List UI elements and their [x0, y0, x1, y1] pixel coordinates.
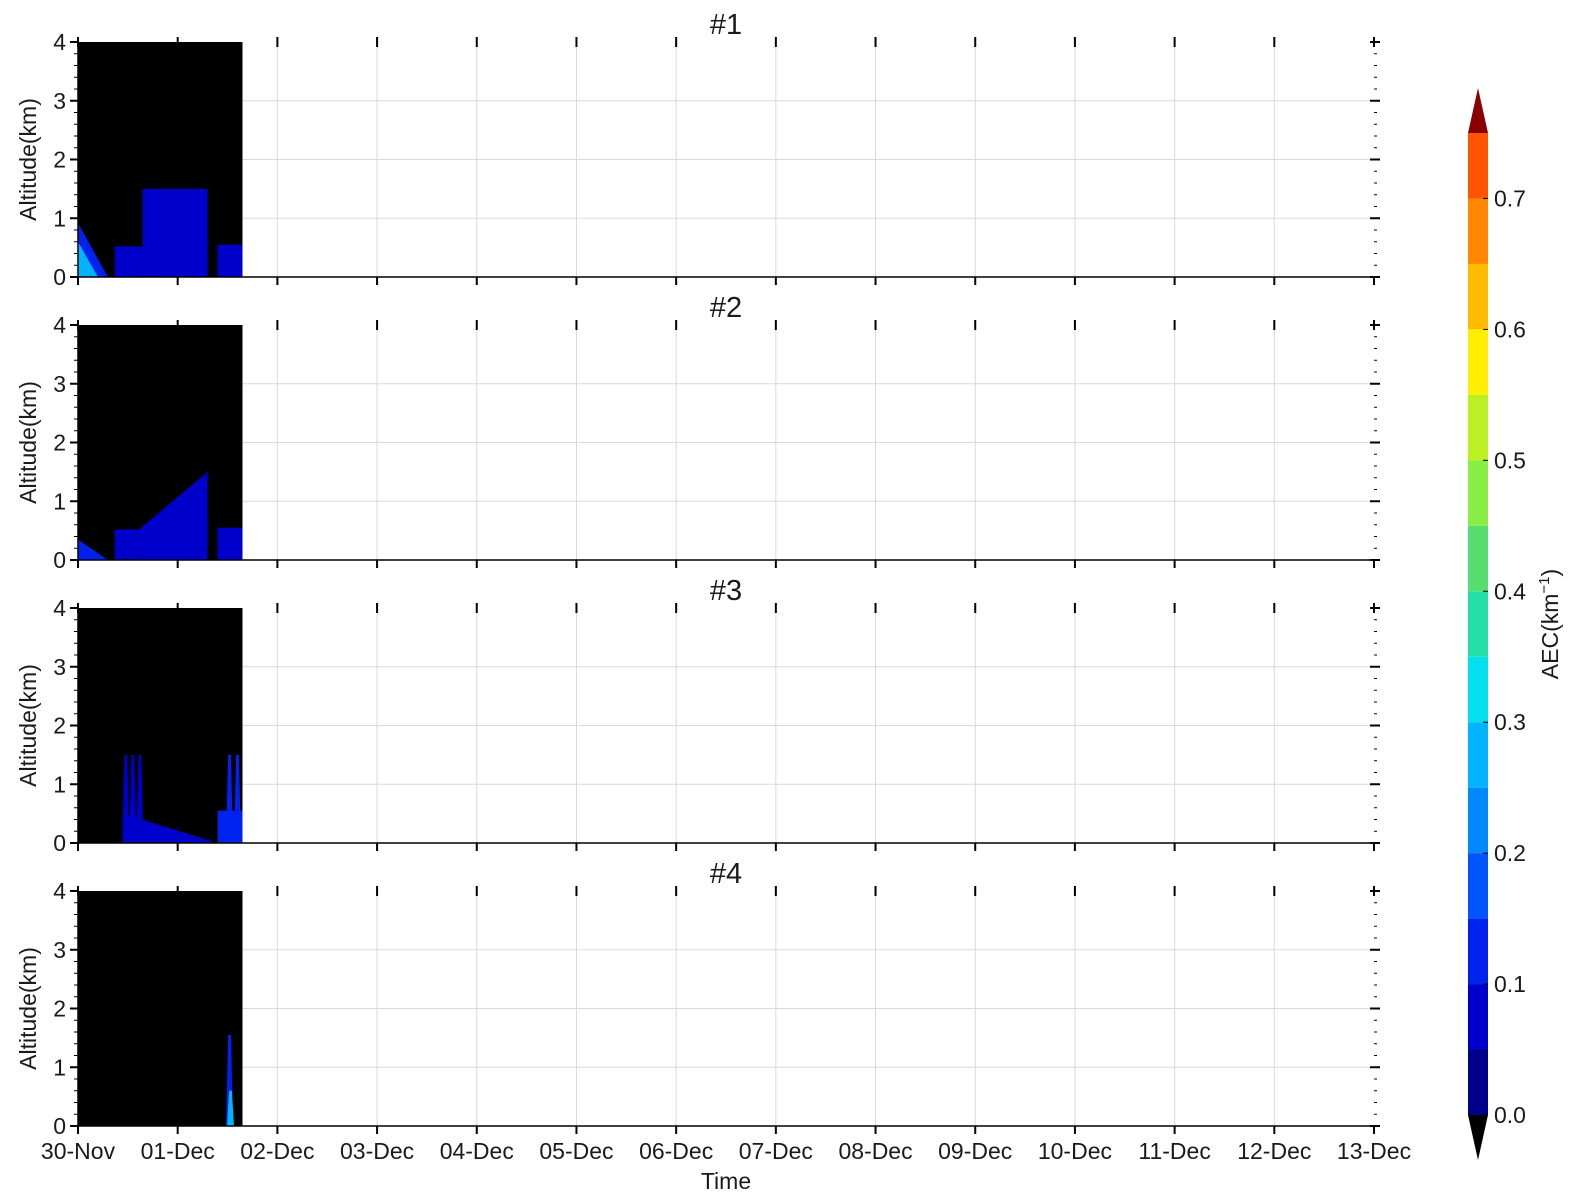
colorbar-level — [1468, 918, 1488, 985]
colorbar-level — [1468, 787, 1488, 854]
x-tick-label: 08-Dec — [838, 1138, 912, 1164]
y-tick-label: 1 — [53, 488, 66, 514]
data-background — [78, 608, 243, 843]
panel-2: 0 1 2 3 4 Altitude(km) #2 — [15, 292, 1380, 573]
y-tick-label: 3 — [53, 654, 66, 680]
aec-feature-wedge — [78, 241, 98, 277]
y-tick-label: 3 — [53, 88, 66, 114]
colorbar-tick-label: 0.2 — [1494, 840, 1526, 866]
y-tick-label: 2 — [53, 430, 66, 456]
y-tick-label: 2 — [53, 713, 66, 739]
data-background — [78, 891, 243, 1126]
colorbar-level — [1468, 525, 1488, 592]
aec-feature-rect — [217, 244, 243, 277]
colorbar-label: AEC(km−1) — [1536, 569, 1563, 679]
colorbar-level — [1468, 722, 1488, 788]
y-tick-label: 0 — [53, 1113, 66, 1139]
x-tick-label: 03-Dec — [340, 1138, 414, 1164]
x-tick-label: 05-Dec — [539, 1138, 613, 1164]
colorbar-level — [1468, 394, 1488, 461]
x-tick-label: 01-Dec — [141, 1138, 215, 1164]
y-tick-label: 4 — [53, 595, 66, 621]
aec-feature-spike — [226, 754, 234, 843]
y-tick-label: 1 — [53, 771, 66, 797]
colorbar-level — [1468, 984, 1488, 1050]
y-axis-label: Altitude(km) — [15, 98, 41, 221]
aec-feature-ramp — [122, 813, 218, 843]
aec-feature-rect — [217, 527, 243, 560]
colorbar-tick-label: 0.7 — [1494, 185, 1526, 211]
colorbar-tick-label: 0.3 — [1494, 709, 1526, 735]
x-tick-label: 02-Dec — [240, 1138, 314, 1164]
colorbar-level — [1468, 656, 1488, 723]
y-axis-label: Altitude(km) — [15, 381, 41, 504]
y-tick-label: 4 — [53, 878, 66, 904]
y-tick-label: 3 — [53, 937, 66, 963]
colorbar-tick-label: 0.1 — [1494, 971, 1526, 997]
x-tick-label: 07-Dec — [739, 1138, 813, 1164]
colorbar-level — [1468, 460, 1488, 526]
x-tick-label: 10-Dec — [1038, 1138, 1112, 1164]
colorbar-level — [1468, 263, 1488, 330]
y-tick-label: 4 — [53, 29, 66, 55]
y-tick-label: 0 — [53, 830, 66, 856]
colorbar-under-arrow — [1468, 1115, 1488, 1160]
y-tick-label: 0 — [53, 264, 66, 290]
aec-feature-ramp — [137, 471, 208, 560]
x-tick-label: 06-Dec — [639, 1138, 713, 1164]
aec-feature-spike — [227, 1090, 235, 1126]
y-tick-label: 4 — [53, 312, 66, 338]
colorbar-level — [1468, 1049, 1488, 1115]
colorbar-tick-label: 0.0 — [1494, 1102, 1526, 1128]
y-tick-label: 2 — [53, 147, 66, 173]
aec-feature-rect — [114, 529, 138, 560]
colorbar-level — [1468, 133, 1488, 199]
panel-title: #4 — [710, 858, 742, 890]
y-tick-label: 1 — [53, 205, 66, 231]
colorbar-label-superscript: −1 — [1536, 576, 1553, 593]
y-axis-label: Altitude(km) — [15, 947, 41, 1070]
x-tick-label: 12-Dec — [1237, 1138, 1311, 1164]
panel-1: 0 1 2 3 4 Altitude(km) #1 — [15, 9, 1380, 290]
y-axis-label: Altitude(km) — [15, 664, 41, 787]
colorbar: AEC(km−1) 0.0 0.1 0.2 0.3 0.4 0.5 0.6 0.7 — [1468, 88, 1563, 1160]
aec-feature-wedge — [78, 539, 108, 560]
aec-feature-rect — [114, 246, 143, 277]
x-axis: Time 30-Nov 01-Dec 02-Dec 03-Dec 04-Dec 05-De… — [41, 1138, 1411, 1194]
colorbar-level — [1468, 329, 1488, 395]
x-tick-label: 30-Nov — [41, 1138, 116, 1164]
x-tick-label: 13-Dec — [1337, 1138, 1411, 1164]
colorbar-over-arrow — [1468, 88, 1488, 133]
y-tick-label: 0 — [53, 547, 66, 573]
panel-title: #1 — [710, 9, 742, 41]
y-tick-label: 2 — [53, 996, 66, 1022]
panel-title: #3 — [710, 575, 742, 607]
panel-title: #2 — [710, 292, 742, 324]
aec-feature-spike — [234, 754, 241, 843]
aec-feature-rect — [142, 188, 208, 277]
colorbar-tick-label: 0.6 — [1494, 316, 1526, 342]
x-axis-label: Time — [701, 1168, 751, 1194]
panels: 0 1 2 3 4 Altitude(km) #1 0 1 2 3 4 Altitude(km) #2 0 1… — [15, 9, 1380, 1139]
colorbar-level — [1468, 853, 1488, 919]
colorbar-level — [1468, 591, 1488, 657]
y-tick-label: 1 — [53, 1054, 66, 1080]
x-tick-label: 04-Dec — [440, 1138, 514, 1164]
panel-3: 0 1 2 3 4 Altitude(km) #3 — [15, 575, 1380, 856]
x-tick-label: 09-Dec — [938, 1138, 1012, 1164]
colorbar-level — [1468, 198, 1488, 264]
y-tick-label: 3 — [53, 371, 66, 397]
colorbar-tick-label: 0.5 — [1494, 447, 1526, 473]
colorbar-tick-label: 0.4 — [1494, 578, 1526, 604]
x-tick-label: 11-Dec — [1138, 1138, 1210, 1164]
panel-4: 0 1 2 3 4 Altitude(km) #4 — [15, 858, 1380, 1139]
